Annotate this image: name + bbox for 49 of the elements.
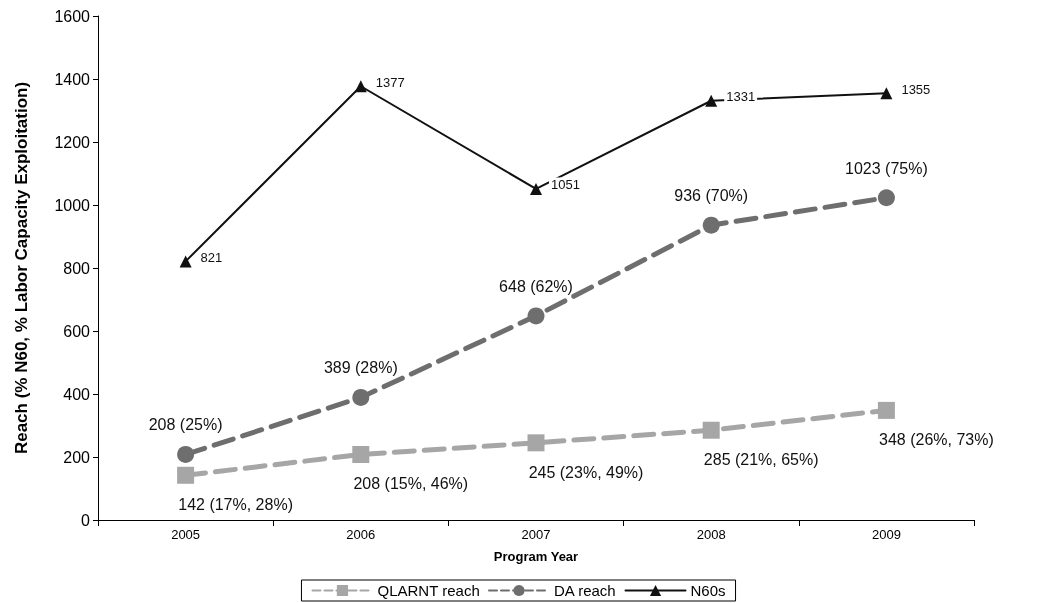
point (527, 434, 545, 452)
x-tick-label: 2007 (521, 527, 551, 542)
point (352, 445, 370, 463)
legend-label: N60s (690, 582, 726, 599)
x-axis-title: Program Year (493, 549, 579, 564)
y-tick-label: 1600 (54, 7, 91, 25)
data-label: 285 (21%, 65%) (703, 451, 819, 469)
data-label: 1331 (726, 89, 756, 105)
y-axis-title: Reach (% N60, % Labor Capacity Exploitation) (12, 81, 31, 455)
point (177, 445, 195, 463)
point (179, 255, 192, 268)
point (877, 401, 895, 419)
x-tick-label: 2008 (696, 527, 726, 542)
data-label: 936 (70%) (674, 187, 749, 205)
point (177, 466, 195, 484)
point (702, 216, 720, 234)
point (527, 307, 545, 325)
y-tick-label: 600 (63, 322, 91, 340)
data-label: 245 (23%, 49%) (528, 463, 644, 481)
data-label: 208 (15%, 46%) (353, 475, 469, 493)
x-tick-label: 2006 (346, 527, 376, 542)
data-label: 348 (26%, 73%) (879, 431, 994, 449)
point (702, 421, 720, 439)
data-label: 1355 (901, 81, 931, 97)
point (530, 182, 542, 195)
y-tick-label: 400 (63, 385, 91, 403)
point (354, 80, 367, 93)
data-label: 1377 (375, 74, 405, 90)
y-tick-label: 800 (63, 259, 91, 277)
y-tick-label: 0 (81, 511, 91, 529)
data-label: 208 (25%) (148, 416, 223, 434)
legend-label: DA reach (553, 582, 616, 599)
x-tick-label: 2005 (171, 527, 201, 542)
y-tick-label: 1000 (54, 196, 91, 214)
data-label: 389 (28%) (323, 359, 398, 377)
point (705, 94, 718, 107)
point (877, 189, 895, 207)
data-label: 1051 (551, 177, 580, 193)
legend-label: QLARNT reach (377, 582, 480, 599)
data-label: 648 (62%) (499, 277, 573, 295)
point (352, 388, 370, 406)
data-label: 821 (200, 249, 223, 265)
point (880, 87, 893, 100)
data-label: 1023 (75%) (845, 159, 928, 177)
y-tick-label: 1400 (54, 70, 91, 88)
data-label: 142 (17%, 28%) (178, 496, 293, 514)
x-tick-label: 2009 (871, 527, 901, 542)
y-tick-label: 200 (63, 448, 91, 466)
y-tick-label: 1200 (54, 133, 91, 151)
